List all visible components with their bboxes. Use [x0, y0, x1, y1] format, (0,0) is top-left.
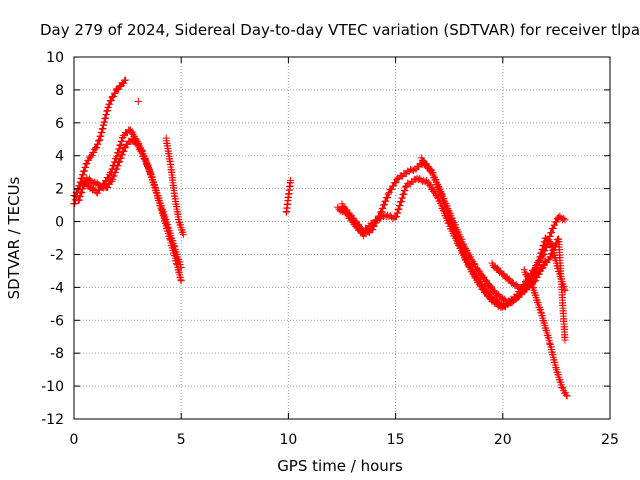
data-point	[549, 224, 557, 232]
x-tick-label: 5	[177, 432, 186, 448]
data-point	[470, 259, 478, 267]
x-tick-label: 20	[494, 432, 512, 448]
data-point	[383, 193, 391, 201]
x-tick-label: 15	[387, 432, 405, 448]
data-point	[134, 97, 142, 105]
data-point	[369, 226, 377, 234]
data-point	[392, 179, 400, 187]
y-tick-label: -4	[50, 280, 64, 296]
data-point	[106, 100, 114, 108]
data-point	[86, 153, 94, 161]
y-tick-label: -10	[41, 379, 64, 395]
data-point	[287, 176, 295, 184]
y-tick-label: 2	[55, 182, 64, 198]
data-point	[111, 89, 119, 97]
data-point	[99, 180, 107, 188]
y-tick-label: 10	[46, 50, 64, 66]
data-point	[539, 264, 547, 272]
data-point	[101, 180, 109, 188]
data-point	[530, 278, 538, 286]
y-axis-title: SDTVAR / TECUs	[5, 176, 23, 299]
chart-title: Day 279 of 2024, Sidereal Day-to-day VTE…	[40, 21, 640, 39]
data-point	[98, 183, 106, 191]
data-point	[540, 260, 548, 268]
x-tick-label: 25	[601, 432, 619, 448]
data-point	[121, 144, 129, 152]
data-point	[85, 156, 93, 164]
x-axis-title: GPS time / hours	[277, 457, 403, 475]
data-point	[542, 257, 550, 265]
data-point	[83, 160, 91, 168]
y-tick-label: -2	[50, 247, 64, 263]
data-point	[138, 146, 146, 154]
y-tick-label: -8	[50, 346, 64, 362]
data-point	[118, 151, 126, 159]
x-tick-label: 10	[279, 432, 297, 448]
data-point	[120, 147, 128, 155]
data-point	[369, 220, 377, 228]
data-point	[177, 264, 185, 272]
data-point	[548, 228, 556, 236]
data-point	[553, 218, 561, 226]
data-point	[179, 231, 187, 239]
data-point	[90, 148, 98, 156]
data-point	[561, 216, 569, 224]
data-point	[385, 190, 393, 198]
y-tick-label: 0	[55, 215, 64, 231]
data-point	[116, 83, 124, 91]
data-point	[532, 277, 540, 285]
data-point	[95, 137, 103, 145]
data-point	[94, 140, 102, 148]
data-point	[71, 192, 79, 200]
y-tick-label: -12	[41, 412, 64, 428]
data-point	[107, 97, 115, 105]
data-point	[547, 253, 555, 261]
data-point	[548, 249, 556, 257]
data-point	[381, 201, 389, 209]
grid	[74, 57, 610, 419]
data-point	[561, 287, 569, 295]
data-point	[88, 152, 96, 160]
data-points	[70, 76, 571, 400]
data-point	[121, 76, 129, 84]
y-tick-label: 8	[55, 83, 64, 99]
data-point	[109, 175, 117, 183]
data-point	[388, 185, 396, 193]
data-point	[379, 204, 387, 212]
y-tick-label: 4	[55, 149, 64, 165]
data-point	[561, 336, 569, 344]
data-point	[560, 215, 568, 223]
data-point	[562, 391, 570, 399]
data-point	[105, 173, 113, 181]
data-point	[563, 392, 571, 400]
data-point	[382, 197, 390, 205]
data-point	[93, 144, 101, 152]
data-point	[108, 93, 116, 101]
data-point	[109, 92, 117, 100]
y-tick-label: -6	[50, 313, 64, 329]
data-point	[110, 172, 118, 180]
plot-frame	[73, 56, 611, 420]
data-point	[546, 232, 554, 240]
data-point	[535, 270, 543, 278]
data-point	[177, 277, 185, 285]
data-point	[104, 104, 112, 112]
x-tick-label: 0	[70, 432, 79, 448]
data-point	[408, 166, 416, 174]
y-tick-label: 6	[55, 116, 64, 132]
